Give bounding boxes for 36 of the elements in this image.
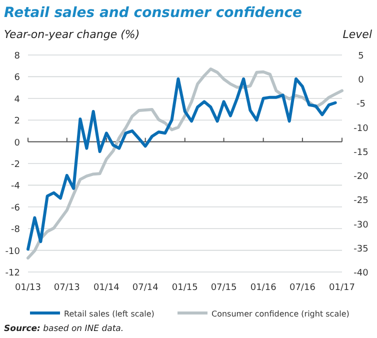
y-tick-label: 2 [14, 116, 20, 127]
x-tick-label: 01/14 [93, 283, 120, 293]
y-tick-label: -10 [5, 246, 20, 257]
y-axis-title: Year-on-year change (%) [4, 28, 140, 41]
x-tick-label: 01/17 [329, 283, 355, 293]
y-tick-label: -8 [11, 225, 20, 236]
y-tick-label: -4 [11, 182, 20, 192]
legend-label: Consumer confidence (right scale) [212, 310, 350, 318]
y2-tick-label: -15 [354, 148, 368, 158]
y2-axis-title: Level [342, 28, 372, 41]
x-tick-label: 07/13 [54, 283, 80, 293]
y2-tick-label: -30 [354, 220, 369, 230]
x-tick-label: 07/15 [210, 283, 237, 293]
source-note: Source: based on INE data. [4, 324, 124, 334]
y2-tick-label: -35 [354, 244, 368, 254]
y-tick-label: -6 [11, 203, 20, 214]
y2-tick-label: 0 [358, 76, 364, 86]
y-tick-label: 8 [14, 52, 20, 62]
x-tick-label: 01/15 [172, 283, 198, 293]
y2-tick-label: -20 [354, 172, 369, 182]
y2-tick-label: -10 [354, 124, 369, 134]
y-tick-label: 6 [14, 73, 20, 84]
y2-tick-label: -40 [354, 268, 369, 278]
y-tick-label: 4 [14, 94, 20, 105]
legend-label: Retail sales (left scale) [64, 310, 154, 318]
y2-tick-label: -5 [356, 100, 366, 110]
x-tick-label: 07/16 [289, 283, 316, 293]
x-tick-label: 01/13 [15, 283, 41, 293]
y2-tick-label: -25 [354, 196, 368, 206]
y-tick-label: 0 [14, 138, 20, 148]
x-tick-label: 01/16 [250, 283, 277, 293]
y-tick-label: -2 [11, 160, 20, 170]
x-tick-label: 07/14 [132, 283, 159, 293]
y2-tick-label: 5 [358, 52, 364, 62]
y-tick-label: -12 [5, 268, 20, 278]
chart-title: Retail sales and consumer confidence [4, 5, 302, 21]
